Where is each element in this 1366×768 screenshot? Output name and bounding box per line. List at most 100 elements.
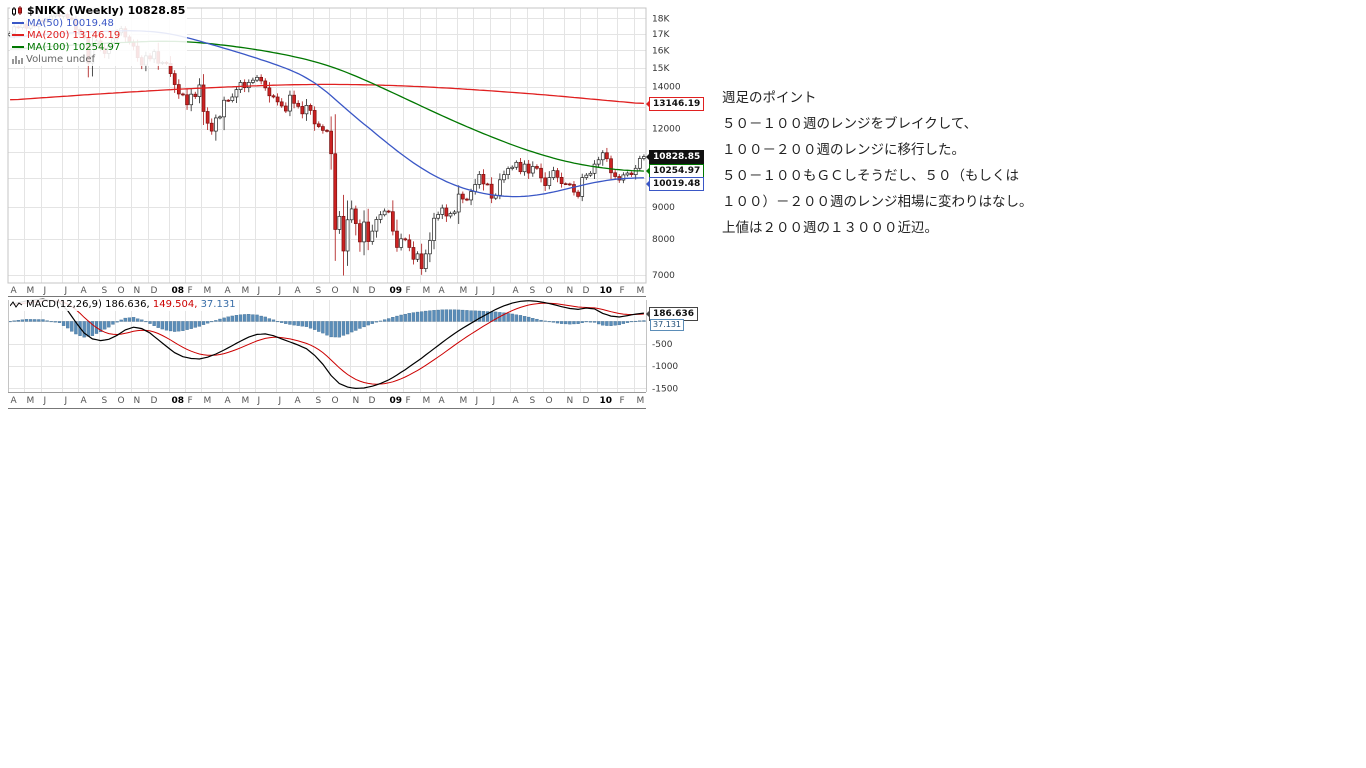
hist-value-label: 37.131 xyxy=(197,299,236,310)
macd-icon xyxy=(9,300,23,308)
svg-text:O: O xyxy=(118,396,125,406)
last-price-axis-badge: 10828.85 xyxy=(645,150,705,164)
candlestick-icon xyxy=(12,5,22,16)
svg-text:M: M xyxy=(242,286,250,296)
stock-chart-panel: A A M M J J J J A A S S O O N N D D 08 08 F F M M A A M M J J J J A A S S O O… xyxy=(0,0,705,412)
svg-text:J: J xyxy=(492,396,496,406)
svg-text:A: A xyxy=(295,396,302,406)
hist-axis-badge: 37.131 xyxy=(650,319,684,331)
svg-text:F: F xyxy=(620,396,625,406)
svg-text:N: N xyxy=(353,396,360,406)
volume-label: Volume undef xyxy=(26,54,96,65)
legend-ma100: MA(100) 10254.97 xyxy=(12,42,185,54)
svg-text:A: A xyxy=(513,396,520,406)
svg-text:F: F xyxy=(188,286,193,296)
ma50-axis-badge: 10019.48 xyxy=(645,177,705,191)
svg-text:A: A xyxy=(513,286,520,296)
ma50-line-swatch xyxy=(12,22,24,24)
svg-text:A: A xyxy=(81,396,88,406)
svg-text:M: M xyxy=(460,396,468,406)
svg-text:S: S xyxy=(530,396,536,406)
svg-text:J: J xyxy=(475,286,479,296)
svg-text:09: 09 xyxy=(390,286,403,296)
legend-volume: Volume undef xyxy=(12,54,185,66)
svg-text:16K: 16K xyxy=(652,46,670,56)
ma100-axis-badge: 10254.97 xyxy=(645,164,705,178)
svg-text:F: F xyxy=(406,286,411,296)
svg-text:N: N xyxy=(567,286,574,296)
svg-text:J: J xyxy=(257,286,261,296)
svg-text:M: M xyxy=(27,286,35,296)
svg-text:M: M xyxy=(27,396,35,406)
svg-text:M: M xyxy=(204,396,212,406)
ma200-line xyxy=(10,83,644,105)
svg-text:A: A xyxy=(11,286,18,296)
svg-text:D: D xyxy=(583,396,590,406)
svg-text:N: N xyxy=(567,396,574,406)
svg-text:8000: 8000 xyxy=(652,235,675,245)
y-axis-labels: 18K 17K 16K 15K 14000 12000 9000 8000 7000 -500 -1… xyxy=(652,14,681,394)
note-line: １００－２００週のレンジに移行した。 xyxy=(722,142,965,158)
macd-line xyxy=(9,298,644,390)
svg-text:09: 09 xyxy=(390,396,403,406)
svg-text:A: A xyxy=(225,286,232,296)
volume-bars-icon xyxy=(12,55,23,64)
svg-text:M: M xyxy=(204,286,212,296)
symbol-title-row: $NIKK (Weekly) 10828.85 xyxy=(12,4,185,18)
svg-text:D: D xyxy=(583,286,590,296)
weekly-point-note: 週足のポイント ５０－１００週のレンジをブレイクして、 １００－２００週のレンジ… xyxy=(722,85,1312,241)
svg-text:M: M xyxy=(637,396,645,406)
note-line: ５０－１００週のレンジをブレイクして、 xyxy=(722,116,978,132)
signal-value-label: 149.504, xyxy=(149,299,198,310)
svg-text:A: A xyxy=(295,286,302,296)
svg-text:7000: 7000 xyxy=(652,271,675,281)
note-line: ５０－１００もＧＣしそうだし、５０（もしくは xyxy=(722,168,1019,184)
svg-text:O: O xyxy=(546,396,553,406)
note-line: 週足のポイント xyxy=(722,90,817,106)
svg-text:-500: -500 xyxy=(652,340,673,350)
ma100-label: MA(100) 10254.97 xyxy=(27,42,121,53)
svg-text:08: 08 xyxy=(172,396,185,406)
svg-text:J: J xyxy=(475,396,479,406)
svg-text:F: F xyxy=(620,286,625,296)
svg-text:J: J xyxy=(64,286,68,296)
ma200-line-swatch xyxy=(12,34,24,36)
svg-text:M: M xyxy=(637,286,645,296)
ma200-axis-badge: 13146.19 xyxy=(645,97,705,111)
svg-text:N: N xyxy=(134,286,141,296)
svg-text:J: J xyxy=(43,396,47,406)
ma100-line-swatch xyxy=(12,46,24,48)
svg-text:O: O xyxy=(332,286,339,296)
svg-text:F: F xyxy=(188,396,193,406)
macd-signal-line xyxy=(10,300,644,385)
svg-text:J: J xyxy=(278,396,282,406)
svg-text:12000: 12000 xyxy=(652,125,681,135)
macd-legend: MACD(12,26,9) 186.636, 149.504, 37.131 xyxy=(9,299,236,311)
price-panel-border xyxy=(7,7,647,284)
svg-text:08: 08 xyxy=(172,286,185,296)
svg-text:15K: 15K xyxy=(652,64,670,74)
svg-text:N: N xyxy=(134,396,141,406)
svg-text:O: O xyxy=(546,286,553,296)
svg-text:J: J xyxy=(43,286,47,296)
svg-text:O: O xyxy=(332,396,339,406)
legend-ma50: MA(50) 10019.48 xyxy=(12,18,185,30)
note-line: １００）－２００週のレンジ相場に変わりはなし。 xyxy=(722,194,1033,210)
macd-value-label: MACD(12,26,9) 186.636, xyxy=(26,299,150,310)
svg-text:A: A xyxy=(11,396,18,406)
svg-text:S: S xyxy=(530,286,536,296)
svg-text:9000: 9000 xyxy=(652,203,675,213)
svg-text:-1500: -1500 xyxy=(652,384,678,394)
svg-text:O: O xyxy=(118,286,125,296)
svg-text:17K: 17K xyxy=(652,30,670,40)
note-line: 上値は２００週の１３０００近辺。 xyxy=(722,220,938,236)
svg-text:J: J xyxy=(492,286,496,296)
legend-ma200: MA(200) 13146.19 xyxy=(12,30,185,42)
svg-text:M: M xyxy=(423,396,431,406)
svg-text:F: F xyxy=(406,396,411,406)
svg-text:M: M xyxy=(242,396,250,406)
svg-text:D: D xyxy=(369,286,376,296)
svg-text:14000: 14000 xyxy=(652,83,681,93)
svg-text:N: N xyxy=(353,286,360,296)
ma200-label: MA(200) 13146.19 xyxy=(27,30,121,41)
